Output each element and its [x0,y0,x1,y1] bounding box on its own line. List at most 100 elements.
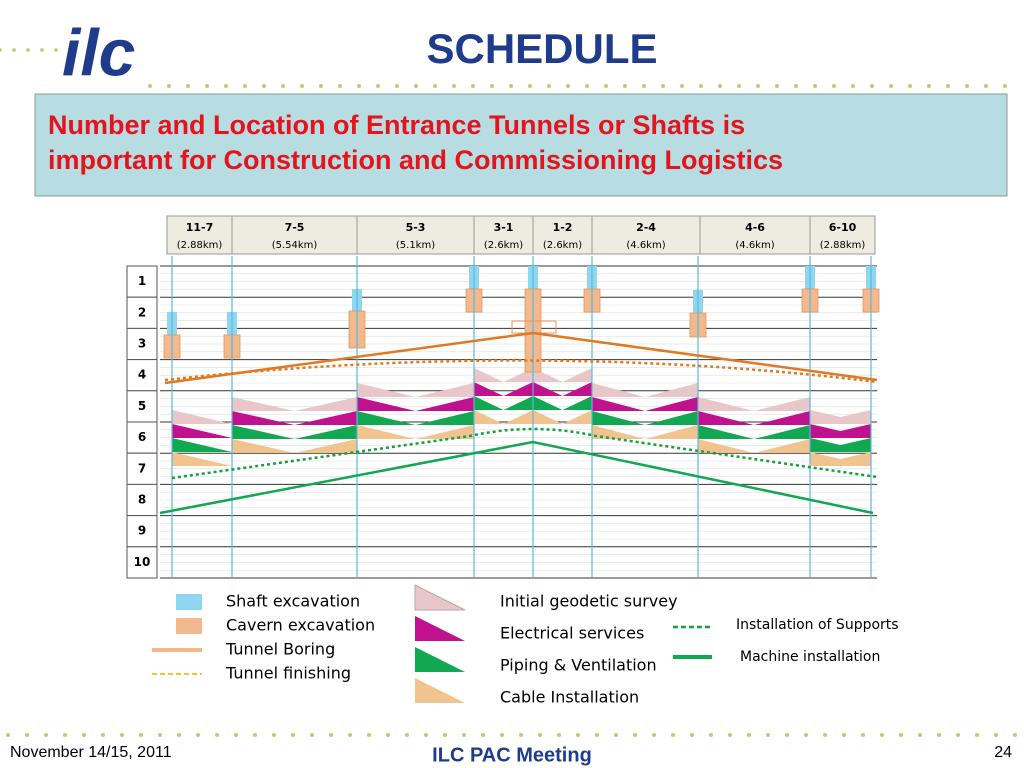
task-wedge [172,410,232,424]
dot [300,84,304,88]
row-label-box [126,483,158,517]
legend-label: Tunnel finishing [225,664,351,683]
dot [899,733,903,737]
task-wedge [754,425,810,439]
task-wedge [810,452,871,466]
section-length: (2.6km) [484,240,523,251]
task-wedge [172,452,232,466]
dot [262,84,266,88]
task-wedge [645,397,698,411]
dot [509,84,513,88]
dot [842,733,846,737]
dot [908,84,912,88]
task-wedge [645,411,698,425]
dot [861,733,865,737]
task-wedge [503,410,533,424]
task-wedge [562,368,592,382]
section-label: 5-3 [406,221,426,234]
task-wedge [533,410,563,424]
dot [310,733,314,737]
section-cell [231,215,358,255]
section-length: (2.88km) [177,240,223,251]
row-label-box [126,452,158,485]
section-length: (4.6km) [626,240,665,251]
dot [823,733,827,737]
dot [604,84,608,88]
dot [386,733,390,737]
legend-label: Shaft excavation [226,592,360,611]
page-number: 24 [994,744,1012,761]
logo: ilc [62,15,135,89]
legend-label: Piping & Ventilation [500,656,657,675]
task-wedge [357,397,416,411]
dot [243,84,247,88]
task-wedge [810,438,871,452]
dot [490,84,494,88]
dot [975,733,979,737]
dot [633,733,637,737]
dot [158,733,162,737]
dot [880,733,884,737]
dot [12,48,16,52]
row-label: 7 [138,461,146,475]
dot [253,733,257,737]
section-cell [591,215,701,255]
section-cell [473,215,534,255]
row-label-box [126,390,158,423]
section-label: 11-7 [186,221,214,234]
row-label: 3 [138,337,146,351]
task-wedge [415,397,474,411]
dot [338,84,342,88]
dot [652,733,656,737]
dot [538,733,542,737]
task-wedge [754,439,810,453]
dot [785,733,789,737]
dot [443,733,447,737]
row-label: 4 [138,368,146,382]
section-label: 4-6 [745,221,765,234]
dot [82,733,86,737]
task-wedge [503,396,533,410]
dot [747,733,751,737]
footer-meeting: ILC PAC Meeting [432,744,592,766]
legend-icon [176,618,202,634]
task-wedge [810,410,871,424]
dot [671,733,675,737]
legend-label: Tunnel Boring [225,640,335,659]
task-wedge [562,396,592,410]
legend-icon [176,594,202,610]
section-label: 1-2 [553,221,573,234]
dot [215,733,219,737]
section-cell [809,215,876,255]
task-wedge [172,438,232,452]
dot [927,84,931,88]
dot [481,733,485,737]
section-cell [532,215,593,255]
dot [994,733,998,737]
task-wedge [294,439,357,453]
dot [718,84,722,88]
row-label: 6 [138,430,146,444]
banner-line: important for Construction and Commissio… [48,145,783,175]
dot [6,733,10,737]
dot [167,84,171,88]
dot [54,48,58,52]
legend-icon [415,678,465,703]
slide-title: SCHEDULE [426,25,657,72]
task-wedge [645,383,698,397]
dot [984,84,988,88]
dot [291,733,295,737]
task-wedge [357,411,416,425]
dot [661,84,665,88]
dot [946,84,950,88]
dot [690,733,694,737]
task-wedge [562,410,592,424]
task-wedge [698,397,754,411]
dot [956,733,960,737]
task-wedge [645,425,698,439]
row-label: 10 [134,555,151,569]
task-wedge [533,396,563,410]
dot [357,84,361,88]
legend-icon [414,584,466,611]
dot [528,84,532,88]
